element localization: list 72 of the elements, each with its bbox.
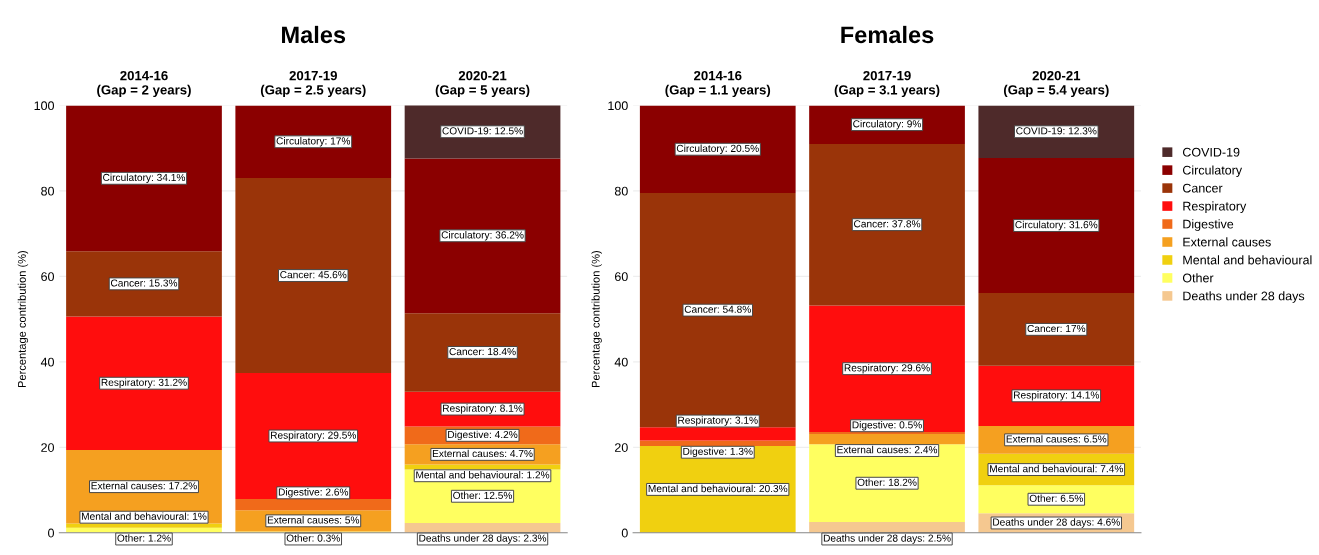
legend-label: Mental and behavioural <box>1183 255 1312 265</box>
y-tick-label: 60 <box>614 272 628 282</box>
y-tick-label: 20 <box>41 443 55 452</box>
y-tick-label: 0 <box>48 528 55 538</box>
data-label: Mental and behavioural: 7.4% <box>990 464 1124 473</box>
data-label: Other: 0.3% <box>286 534 340 542</box>
x-tick-label: 2017-19 (Gap = 3.1 years) <box>834 70 940 98</box>
data-label: Deaths under 28 days: 2.3% <box>419 534 547 544</box>
data-label: Respiratory: 31.2% <box>101 378 187 388</box>
legend-label: Digestive <box>1183 219 1234 231</box>
data-label: Respiratory: 3.1% <box>678 416 758 426</box>
x-tick-label: 2020-21 (Gap = 5 years) <box>435 70 530 98</box>
chart-title: Males <box>282 25 346 44</box>
y-axis-title: Percentage contribution (%) <box>591 250 602 388</box>
data-label: Cancer: 17% <box>1027 324 1086 333</box>
y-tick-label: 80 <box>41 186 55 196</box>
data-label: Digestive: 4.2% <box>448 430 518 441</box>
legend-label: Circulatory <box>1182 165 1243 178</box>
data-label: External causes: 2.4% <box>837 445 938 454</box>
y-tick-label: 60 <box>41 272 55 282</box>
data-label: Other: 1.2% <box>117 534 171 542</box>
data-label: Circulatory: 36.2% <box>441 231 524 241</box>
legend-label: External causes <box>1183 237 1271 247</box>
y-tick-label: 100 <box>608 101 628 111</box>
x-tick-label: 2020-21 (Gap = 5.4 years) <box>1003 70 1109 98</box>
legend-label: COVID-19 <box>1182 147 1240 157</box>
data-label: Mental and behavioural: 1.2% <box>416 471 550 479</box>
data-label: Circulatory: 9% <box>853 119 922 130</box>
data-label: External causes: 4.7% <box>432 449 533 458</box>
data-label: Other: 18.2% <box>857 478 917 486</box>
data-label: Respiratory: 8.1% <box>443 404 523 414</box>
y-tick-label: 40 <box>40 357 55 367</box>
data-label: Circulatory: 20.5% <box>676 144 759 154</box>
data-label: Mental and behavioural: 20.3% <box>648 484 788 493</box>
legend-label: Deaths under 28 days <box>1183 291 1305 303</box>
data-label: Cancer: 15.3% <box>110 279 178 287</box>
y-tick-label: 40 <box>614 357 628 367</box>
data-label: Circulatory: 34.1% <box>103 173 186 184</box>
chart-title: Females <box>841 25 934 44</box>
y-axis-title: Percentage contribution (%) <box>17 250 29 388</box>
y-tick-label: 80 <box>614 186 628 196</box>
data-label: Cancer: 18.4% <box>449 348 516 356</box>
data-label: Cancer: 54.8% <box>684 305 751 313</box>
data-label: Digestive: 0.5% <box>852 421 922 431</box>
data-label: Circulatory: 31.6% <box>1015 220 1098 231</box>
data-label: Digestive: 1.3% <box>683 447 753 457</box>
data-label: Cancer: 37.8% <box>854 220 921 228</box>
x-tick-label: 2014-16 (Gap = 2 years) <box>97 70 191 98</box>
data-label: Mental and behavioural: 1% <box>81 512 207 520</box>
data-label: COVID-19: 12.5% <box>442 127 523 135</box>
data-label: Other: 12.5% <box>453 491 513 499</box>
data-label: Circulatory: 17% <box>276 137 351 147</box>
data-label: Respiratory: 29.6% <box>844 363 930 374</box>
y-tick-label: 100 <box>34 101 55 111</box>
data-label: Respiratory: 29.5% <box>270 431 357 441</box>
data-label: Deaths under 28 days: 2.5% <box>823 534 951 544</box>
legend-label: Respiratory <box>1183 201 1247 213</box>
data-label: External causes: 17.2% <box>91 481 197 490</box>
legend-label: Other <box>1182 273 1214 283</box>
data-label: Other: 6.5% <box>1029 494 1083 502</box>
y-tick-label: 20 <box>614 443 628 452</box>
legend-label: Cancer <box>1182 183 1223 193</box>
data-label: COVID-19: 12.3% <box>1016 127 1097 135</box>
data-label: Respiratory: 14.1% <box>1014 391 1100 401</box>
data-label: External causes: 6.5% <box>1006 435 1107 443</box>
data-label: Digestive: 2.6% <box>278 488 349 498</box>
y-tick-label: 0 <box>621 528 628 538</box>
x-tick-label: 2014-16 (Gap = 1.1 years) <box>665 70 771 98</box>
data-label: Cancer: 45.6% <box>280 271 347 279</box>
data-label: Deaths under 28 days: 4.6% <box>993 518 1120 528</box>
x-tick-label: 2017-19 (Gap = 2.5 years) <box>260 70 366 98</box>
data-label: External causes: 5% <box>267 516 360 524</box>
